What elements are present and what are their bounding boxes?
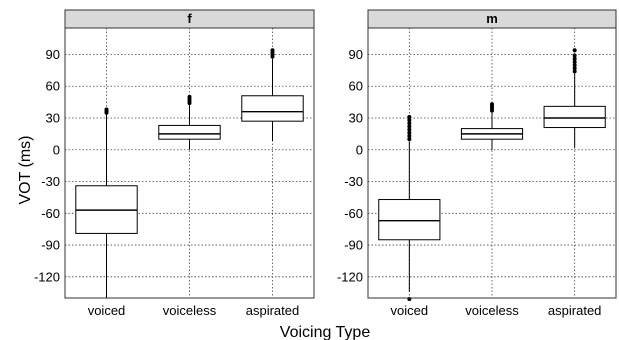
outlier-point <box>407 121 412 126</box>
outlier-point <box>407 114 412 119</box>
y-tick-label: -90 <box>344 238 363 253</box>
outlier-point <box>270 48 275 53</box>
panel-border <box>64 27 315 299</box>
y-tick-label: 90 <box>349 47 363 62</box>
x-tick-label: aspirated <box>548 303 601 318</box>
chart-panels: f -120 -90 -60 -30 0 30 60 90 voiced voiceless aspi… <box>34 9 617 318</box>
box-iqr <box>543 105 606 129</box>
outlier-point <box>572 56 577 61</box>
outlier-point <box>104 107 109 112</box>
outlier-point <box>407 118 412 123</box>
outlier-point <box>407 127 412 132</box>
y-tick-label: -30 <box>41 174 60 189</box>
y-tick-label: 0 <box>356 142 363 157</box>
outlier-point <box>572 48 577 53</box>
outlier-point <box>407 134 412 138</box>
outlier-point <box>572 69 577 74</box>
y-tick-label: 90 <box>46 47 60 62</box>
x-tick-label: voiceless <box>163 303 217 318</box>
y-axis-title: VOT (ms) <box>17 135 34 204</box>
x-axis-title: Voicing Type <box>280 324 371 340</box>
y-tick-label: -120 <box>337 269 363 284</box>
y-tick-label: -60 <box>344 206 363 221</box>
outlier-point <box>490 102 494 107</box>
outlier-point <box>407 137 412 142</box>
outlier-point <box>572 63 577 68</box>
panel-border <box>367 27 617 299</box>
y-tick-label: -60 <box>41 206 60 221</box>
outlier-point <box>187 94 192 99</box>
y-tick-label: -120 <box>34 269 60 284</box>
panel-strip-label: f <box>187 11 192 26</box>
box-iqr <box>158 124 221 140</box>
panel-strip-label: m <box>486 11 498 26</box>
y-tick-label: 60 <box>349 79 363 94</box>
outlier-point <box>572 53 577 58</box>
y-tick-label: 60 <box>46 79 60 94</box>
y-tick-label: 30 <box>349 111 363 126</box>
y-tick-label: 30 <box>46 111 60 126</box>
y-tick-label: -30 <box>344 174 363 189</box>
x-tick-label: voiced <box>391 303 429 318</box>
outlier-point <box>572 66 577 71</box>
y-tick-label: -90 <box>41 238 60 253</box>
x-tick-label: voiceless <box>465 303 519 318</box>
box-iqr <box>378 199 441 241</box>
outlier-point <box>407 130 412 135</box>
box-iqr <box>241 95 304 122</box>
y-tick-label: 0 <box>53 142 60 157</box>
x-tick-label: voiced <box>88 303 126 318</box>
outlier-point <box>407 124 412 129</box>
x-tick-label: aspirated <box>246 303 299 318</box>
outlier-point <box>572 59 577 64</box>
